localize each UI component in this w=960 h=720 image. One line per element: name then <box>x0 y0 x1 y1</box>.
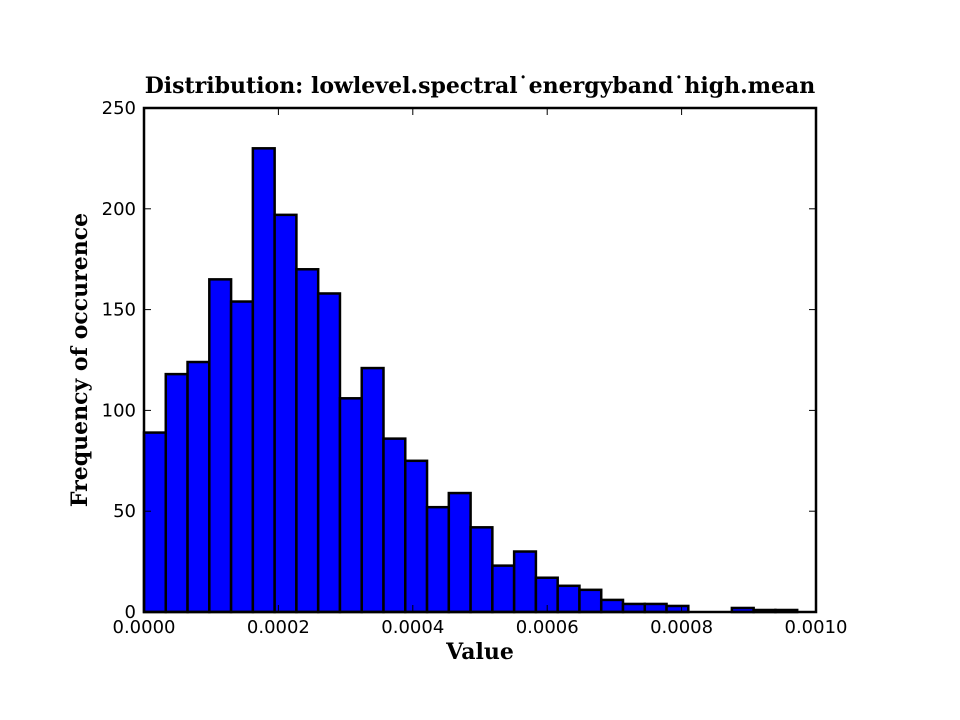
y-tick-labels: 0 50 100 150 200 250 <box>102 98 136 623</box>
y-tick-label-0: 0 <box>125 602 136 623</box>
histogram-bar-6 <box>273 213 298 614</box>
y-axis-label: Frequency of occurence <box>67 213 93 507</box>
histogram-bar-9 <box>338 397 363 614</box>
y-tick-label-5: 250 <box>102 98 136 119</box>
histogram-bar-16 <box>491 564 516 614</box>
plot-frame <box>142 106 818 614</box>
histogram-bar-12 <box>404 459 429 614</box>
x-axis-label: Value <box>445 639 514 665</box>
y-tick-label-3: 150 <box>102 300 136 321</box>
histogram-bar-13 <box>425 505 451 614</box>
y-tick-label-2: 100 <box>102 400 136 421</box>
y-tick-label-4: 200 <box>102 199 136 220</box>
histogram-bar-20 <box>578 588 603 614</box>
x-tick-label-3: 0.0006 <box>516 617 579 638</box>
x-tick-label-5: 0.0010 <box>785 617 848 638</box>
histogram-bar-17 <box>512 550 538 614</box>
histogram-bar-7 <box>295 268 320 614</box>
x-tick-label-1: 0.0002 <box>247 617 310 638</box>
x-tick-labels: 0.0000 0.0002 0.0004 0.0006 0.0008 0.0010 <box>113 617 848 638</box>
histogram-bar-2 <box>186 360 211 614</box>
histogram-bar-3 <box>208 278 233 614</box>
histogram-bar-4 <box>229 300 255 614</box>
histogram-bar-14 <box>447 491 472 614</box>
histogram-bar-11 <box>382 437 407 614</box>
chart-title: Distribution: lowlevel.spectral˙energyba… <box>145 73 816 99</box>
x-tick-label-4: 0.0008 <box>650 617 713 638</box>
histogram-bar-21 <box>599 598 625 614</box>
x-tick-label-2: 0.0004 <box>381 617 444 638</box>
histogram-bars <box>142 147 799 614</box>
histogram-bar-1 <box>164 372 189 614</box>
histogram-bar-5 <box>251 147 276 614</box>
histogram-bar-10 <box>360 366 385 614</box>
histogram-bar-8 <box>316 292 342 614</box>
histogram-bar-15 <box>469 526 494 614</box>
axis-ticks <box>143 107 817 613</box>
histogram-bar-19 <box>556 584 581 614</box>
histogram-bar-0 <box>142 431 168 614</box>
x-tick-label-0: 0.0000 <box>113 617 176 638</box>
y-tick-label-1: 50 <box>113 501 136 522</box>
